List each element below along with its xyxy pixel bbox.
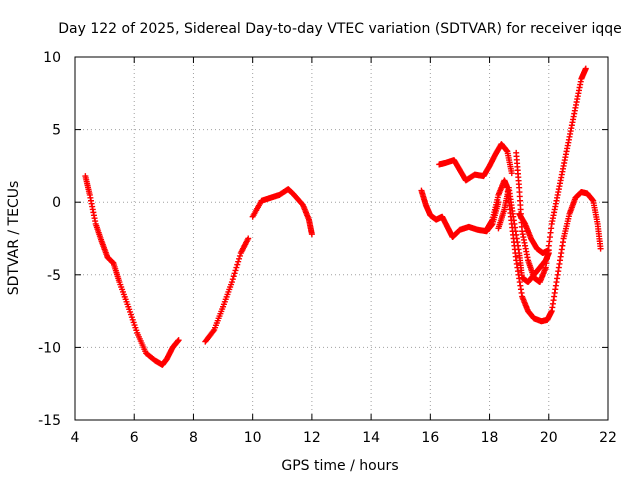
series-arc-8 [495, 184, 552, 286]
y-tick-label: 5 [52, 123, 61, 139]
y-tick-label: -10 [38, 340, 61, 356]
data-point [245, 235, 252, 242]
y-tick-label: -15 [38, 413, 61, 429]
series-arc-5 [436, 141, 515, 184]
data-point [210, 328, 217, 335]
data-point [232, 267, 239, 274]
data-point [228, 279, 235, 286]
data-point [308, 231, 315, 238]
data-point [597, 245, 604, 252]
x-axis-label: GPS time / hours [281, 458, 398, 474]
x-tick-label: 12 [303, 430, 321, 446]
data-point [508, 170, 515, 177]
data-point [231, 270, 238, 277]
series-arc-3 [249, 186, 315, 238]
x-tick-label: 6 [130, 430, 139, 446]
x-tick-label: 22 [599, 430, 617, 446]
data-point [236, 255, 243, 262]
series-arc-2 [202, 235, 252, 345]
data-point [233, 264, 240, 271]
y-tick-label: -5 [47, 268, 61, 284]
grid-lines [75, 57, 608, 420]
x-tick-label: 20 [540, 430, 558, 446]
y-tick-label: 0 [52, 195, 61, 211]
x-tick-label: 14 [362, 430, 380, 446]
series-arc-9 [516, 210, 552, 257]
x-tick-label: 18 [481, 430, 499, 446]
x-tick-label: 16 [421, 430, 439, 446]
data-points [82, 65, 604, 368]
y-tick-label: 10 [43, 50, 61, 66]
data-point [545, 247, 552, 254]
y-axis-label: SDTVAR / TECUs [6, 181, 22, 296]
x-tick-label: 8 [189, 430, 198, 446]
chart-title: Day 122 of 2025, Sidereal Day-to-day VTE… [58, 21, 622, 37]
data-point [235, 258, 242, 265]
data-point [234, 261, 241, 268]
series-arc-1 [82, 173, 182, 368]
data-point [582, 65, 589, 72]
x-tick-label: 10 [244, 430, 262, 446]
data-point [230, 273, 237, 280]
data-point [236, 252, 243, 259]
data-point [175, 337, 182, 344]
axis-ticks: 4 6 8 10 12 14 16 18 20 22 -15 -10 -5 0 5 10 [38, 50, 617, 446]
x-tick-label: 4 [71, 430, 80, 446]
plot-frame [74, 56, 609, 421]
series-arc-7 [513, 65, 589, 286]
data-point [229, 276, 236, 283]
